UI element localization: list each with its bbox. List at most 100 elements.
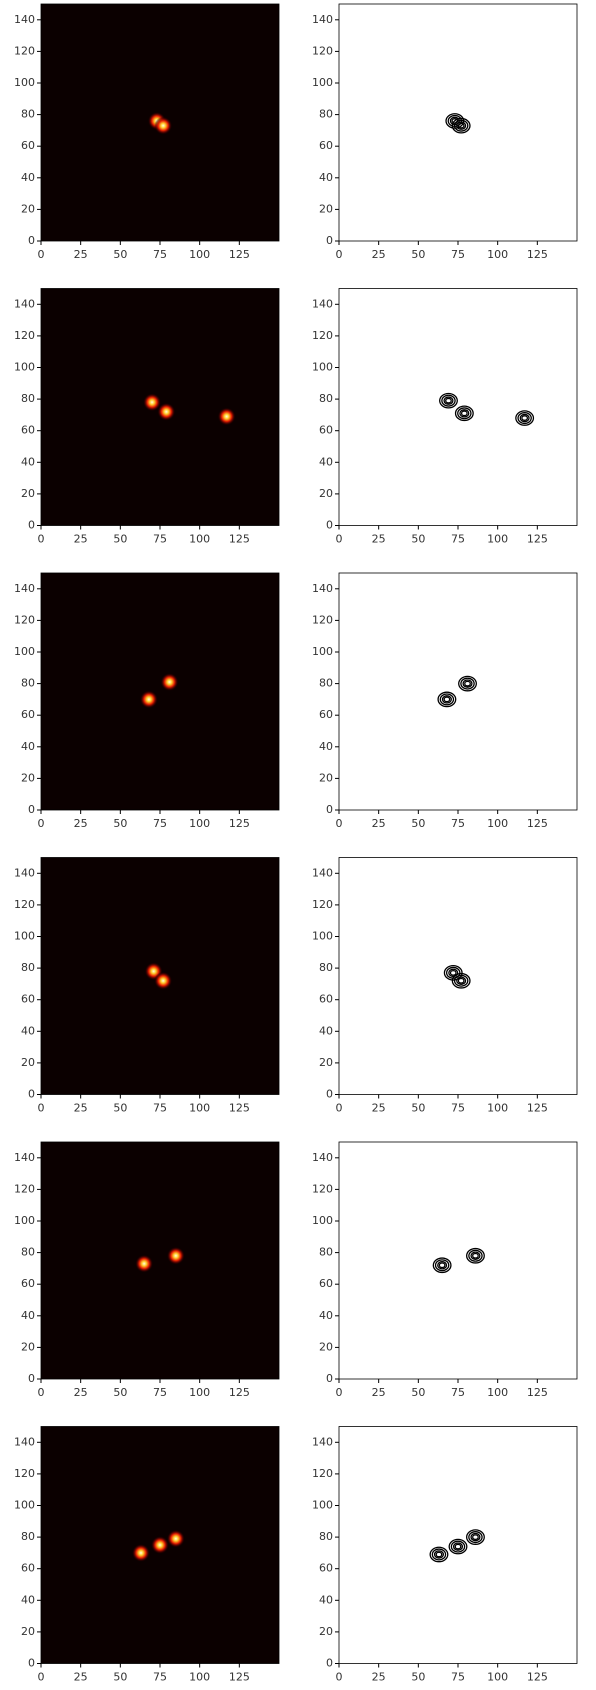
x-tick-label: 0: [336, 248, 343, 261]
x-tick-label: 0: [38, 1102, 45, 1115]
y-tick-label: 120: [312, 898, 333, 911]
contour-panel: 0 20 40 60 80 100 120 140 0 25 50 75 100 125: [312, 572, 578, 830]
y-tick-label: 40: [21, 740, 35, 753]
x-tick-label: 0: [336, 1386, 343, 1399]
contour-line: [431, 1548, 447, 1561]
contour-line: [468, 1531, 483, 1544]
contour-line: [437, 691, 457, 708]
y-tick-label: 100: [312, 1214, 333, 1227]
y-tick-label: 0: [326, 803, 333, 816]
y-tick-label: 20: [319, 1056, 333, 1069]
contour-line: [450, 1540, 466, 1553]
x-tick-label: 25: [372, 817, 386, 830]
x-tick-label: 100: [487, 1671, 508, 1684]
y-tick-label: 140: [312, 582, 333, 595]
x-tick-label: 125: [527, 248, 548, 261]
contour-panel: 0 20 40 60 80 100 120 140 0 25 50 75 100 125: [312, 1426, 578, 1684]
x-tick-label: 125: [527, 1671, 548, 1684]
contour-line: [457, 977, 465, 984]
x-tick-label: 0: [336, 1102, 343, 1115]
y-tick-label: 0: [28, 234, 35, 247]
y-tick-label: 120: [14, 44, 35, 57]
contour-line: [452, 1542, 464, 1551]
y-tick-label: 20: [21, 1625, 35, 1638]
y-tick-label: 60: [319, 993, 333, 1006]
y-tick-label: 140: [312, 866, 333, 879]
x-tick-label: 0: [336, 1671, 343, 1684]
x-tick-label: 25: [372, 1102, 386, 1115]
y-tick-label: 0: [326, 1657, 333, 1670]
hot-spot: [131, 1543, 150, 1562]
contour-line: [521, 415, 529, 421]
x-tick-label: 75: [451, 1671, 465, 1684]
y-tick-label: 0: [326, 519, 333, 532]
y-tick-label: 20: [21, 771, 35, 784]
y-tick-label: 0: [326, 234, 333, 247]
contour-line: [457, 407, 472, 420]
contour-panel: 0 20 40 60 80 100 120 140 0 25 50 75 100 125: [312, 288, 578, 546]
y-tick-label: 40: [21, 1024, 35, 1037]
y-tick-label: 140: [14, 13, 35, 26]
contour-line: [519, 413, 530, 423]
y-tick-label: 80: [21, 677, 35, 690]
x-tick-label: 125: [229, 533, 250, 546]
x-tick-label: 0: [38, 817, 45, 830]
x-tick-label: 50: [411, 1386, 425, 1399]
contour-line: [443, 964, 463, 981]
x-tick-label: 125: [527, 1102, 548, 1115]
y-tick-label: 80: [21, 108, 35, 121]
contour-line: [448, 1538, 468, 1555]
contour-line: [466, 1247, 485, 1264]
x-tick-label: 75: [451, 817, 465, 830]
y-tick-label: 100: [14, 1499, 35, 1512]
contour-line: [443, 396, 454, 405]
y-tick-label: 20: [21, 202, 35, 215]
x-tick-label: 25: [74, 817, 88, 830]
contour-line: [445, 397, 452, 404]
x-tick-label: 125: [527, 817, 548, 830]
x-tick-label: 50: [113, 1671, 127, 1684]
contour-line: [472, 1252, 479, 1259]
contour-line: [460, 677, 475, 690]
y-tick-label: 120: [312, 44, 333, 57]
y-tick-label: 120: [14, 1182, 35, 1195]
heatmap-panel: 0 20 40 60 80 100 120 140 0 25 50 75 100 125: [14, 1426, 280, 1684]
x-tick-label: 75: [153, 1102, 167, 1115]
plot-area: [437, 675, 477, 708]
y-tick-label: 0: [28, 519, 35, 532]
axes-frame: [338, 572, 578, 811]
x-tick-label: 50: [411, 817, 425, 830]
contour-line: [449, 116, 460, 126]
y-tick-label: 80: [319, 961, 333, 974]
hot-spot: [154, 971, 173, 990]
y-tick-label: 80: [21, 1246, 35, 1259]
x-tick-label: 75: [451, 1102, 465, 1115]
y-tick-label: 80: [319, 108, 333, 121]
x-tick-label: 50: [113, 248, 127, 261]
y-tick-label: 60: [21, 993, 35, 1006]
y-tick-label: 20: [21, 1056, 35, 1069]
heatmap-panel: 0 20 40 60 80 100 120 140 0 25 50 75 100 125: [14, 288, 280, 546]
contour-line: [453, 974, 469, 987]
contour-line: [472, 1534, 479, 1540]
hot-spot: [160, 673, 179, 692]
x-tick-label: 25: [372, 1386, 386, 1399]
y-tick-label: 100: [312, 930, 333, 943]
x-tick-label: 100: [487, 248, 508, 261]
y-tick-label: 20: [21, 1340, 35, 1353]
y-tick-label: 40: [21, 171, 35, 184]
y-tick-label: 140: [312, 1151, 333, 1164]
y-tick-label: 40: [21, 455, 35, 468]
contour-line: [460, 410, 468, 417]
axes-frame: [338, 1141, 578, 1380]
y-tick-label: 120: [14, 1467, 35, 1480]
y-tick-label: 140: [312, 297, 333, 310]
y-tick-label: 120: [14, 329, 35, 342]
plot-area: [432, 1247, 485, 1274]
x-tick-label: 25: [74, 1386, 88, 1399]
plot-area: [41, 857, 279, 1095]
x-tick-label: 100: [189, 1671, 210, 1684]
y-tick-label: 40: [21, 1309, 35, 1322]
plot-area: [41, 288, 279, 526]
